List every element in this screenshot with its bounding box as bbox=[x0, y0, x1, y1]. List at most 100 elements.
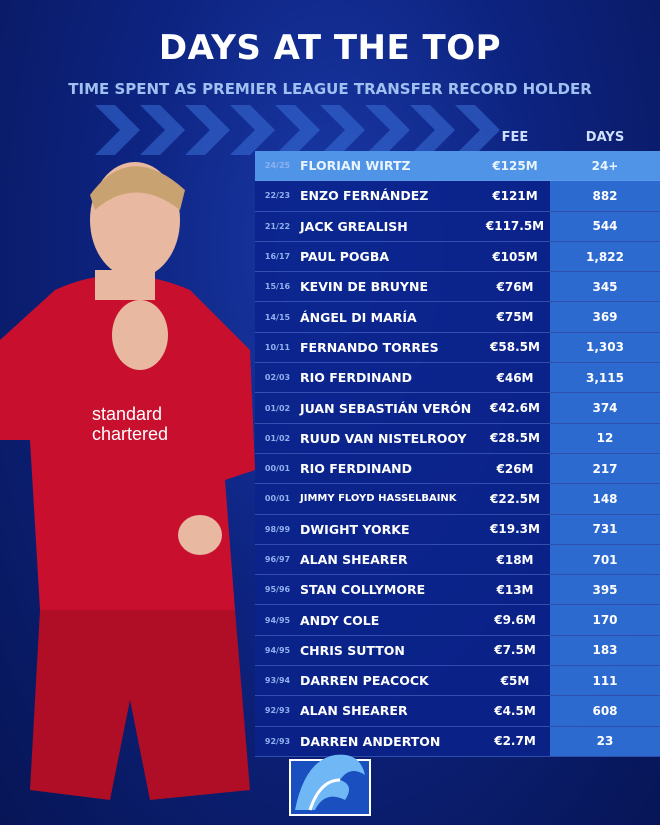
fee-cell: €18M bbox=[496, 552, 534, 567]
fee-cell: €117.5M bbox=[485, 219, 545, 234]
season-cell: 10/11 bbox=[264, 342, 291, 352]
player-name-cell: ENZO FERNÁNDEZ bbox=[300, 188, 429, 204]
fee-cell: €42.6M bbox=[490, 401, 540, 416]
days-cell: 23 bbox=[550, 726, 660, 756]
player-name-cell: DARREN PEACOCK bbox=[300, 673, 429, 689]
days-cell: 111 bbox=[550, 666, 660, 696]
season-cell: 21/22 bbox=[264, 221, 291, 231]
days-cell: 1,303 bbox=[550, 332, 660, 363]
table-row: 21/22 JACK GREALISH €117.5M 544 bbox=[255, 211, 660, 242]
table-row: 16/17 PAUL POGBA €105M 1,822 bbox=[255, 241, 660, 273]
page-title: DAYS AT THE TOP bbox=[158, 28, 502, 68]
table-row: 15/16 KEVIN DE BRUYNE €76M 345 bbox=[255, 272, 660, 303]
column-header-fee: FEE bbox=[501, 130, 529, 145]
fee-cell: €46M bbox=[496, 370, 534, 385]
fee-cell: €28.5M bbox=[490, 431, 540, 446]
player-name-cell: FERNANDO TORRES bbox=[300, 339, 439, 355]
days-cell: 374 bbox=[550, 393, 660, 423]
fee-cell: €19.3M bbox=[490, 522, 540, 537]
season-cell: 15/16 bbox=[264, 282, 291, 292]
sponsor-logo: standard bbox=[92, 404, 162, 424]
fee-cell: €9.6M bbox=[494, 613, 536, 628]
fee-cell: €76M bbox=[496, 279, 534, 294]
table-row: 02/03 RIO FERDINAND €46M 3,115 bbox=[255, 363, 660, 394]
table-row: 22/23 ENZO FERNÁNDEZ €121M 882 bbox=[255, 181, 660, 212]
season-cell: 94/95 bbox=[264, 615, 291, 625]
days-cell: 12 bbox=[550, 423, 660, 453]
table-row: 00/01 RIO FERDINAND €26M 217 bbox=[255, 453, 660, 485]
days-cell: 395 bbox=[550, 575, 660, 605]
player-name-cell: RUUD VAN NISTELROOY bbox=[300, 430, 467, 446]
fee-cell: €13M bbox=[496, 582, 534, 597]
season-cell: 14/15 bbox=[264, 312, 291, 322]
player-name-cell: ÁNGEL DI MARÍA bbox=[300, 309, 417, 325]
column-header-days: DAYS bbox=[585, 130, 625, 145]
player-name-cell: FLORIAN WIRTZ bbox=[300, 158, 411, 174]
days-cell: 544 bbox=[550, 211, 660, 241]
player-name-cell: ALAN SHEARER bbox=[300, 703, 408, 719]
table-row: 01/02 RUUD VAN NISTELROOY €28.5M 12 bbox=[255, 423, 660, 454]
season-cell: 00/01 bbox=[264, 494, 291, 504]
days-cell: 170 bbox=[550, 605, 660, 635]
fee-cell: €22.5M bbox=[490, 491, 540, 506]
table-row: 92/93 ALAN SHEARER €4.5M 608 bbox=[255, 696, 660, 727]
season-cell: 01/02 bbox=[264, 403, 291, 413]
player-name-cell: KEVIN DE BRUYNE bbox=[300, 279, 428, 295]
season-cell: 98/99 bbox=[264, 524, 291, 534]
player-name-cell: JACK GREALISH bbox=[300, 218, 408, 234]
table-row: 94/95 ANDY COLE €9.6M 170 bbox=[255, 605, 660, 636]
days-cell: 882 bbox=[550, 181, 660, 211]
days-cell: 217 bbox=[550, 453, 660, 484]
table-row: 00/01 JIMMY FLOYD HASSELBAINK €22.5M 148 bbox=[255, 484, 660, 515]
season-cell: 92/93 bbox=[264, 706, 291, 716]
page-subtitle: TIME SPENT AS PREMIER LEAGUE TRANSFER RE… bbox=[68, 80, 592, 98]
days-cell: 1,822 bbox=[550, 241, 660, 272]
fee-cell: €5M bbox=[500, 673, 530, 688]
player-name-cell: JUAN SEBASTIÁN VERÓN bbox=[300, 400, 472, 416]
days-cell: 3,115 bbox=[550, 363, 660, 393]
days-cell: 345 bbox=[550, 272, 660, 302]
days-cell: 183 bbox=[550, 635, 660, 666]
player-name-cell: CHRIS SUTTON bbox=[300, 642, 405, 658]
player-name-cell: ALAN SHEARER bbox=[300, 552, 408, 567]
table-row: 98/99 DWIGHT YORKE €19.3M 731 bbox=[255, 514, 660, 545]
season-cell: 94/95 bbox=[264, 645, 291, 655]
player-name-cell: PAUL POGBA bbox=[300, 249, 390, 265]
days-cell: 731 bbox=[550, 514, 660, 544]
chevron-decoration bbox=[95, 105, 500, 155]
fee-cell: €2.7M bbox=[494, 734, 536, 749]
wave-logo bbox=[289, 754, 371, 816]
season-cell: 16/17 bbox=[264, 252, 291, 262]
fee-cell: €125M bbox=[492, 158, 538, 173]
season-cell: 01/02 bbox=[264, 433, 291, 443]
fee-cell: €7.5M bbox=[494, 643, 536, 658]
player-name-cell: DWIGHT YORKE bbox=[300, 521, 410, 537]
season-cell: 93/94 bbox=[264, 676, 291, 686]
transfer-record-table: 24/25 FLORIAN WIRTZ €125M 24+ 22/23 ENZO FERN… bbox=[255, 151, 660, 757]
table-row: 93/94 DARREN PEACOCK €5M 111 bbox=[255, 666, 660, 697]
season-cell: 92/93 bbox=[264, 736, 291, 746]
days-cell: 24+ bbox=[591, 158, 619, 173]
fee-cell: €75M bbox=[496, 310, 534, 325]
season-cell: 22/23 bbox=[264, 191, 291, 201]
season-cell: 24/25 bbox=[264, 161, 291, 171]
season-cell: 00/01 bbox=[264, 464, 291, 474]
days-cell: 148 bbox=[550, 484, 660, 514]
table-row: 92/93 DARREN ANDERTON €2.7M 23 bbox=[255, 726, 660, 757]
player-name-cell: DARREN ANDERTON bbox=[300, 733, 441, 749]
table-row: 95/96 STAN COLLYMORE €13M 395 bbox=[255, 575, 660, 606]
days-cell: 608 bbox=[550, 696, 660, 726]
player-photo: standard chartered bbox=[0, 162, 255, 800]
player-name-cell: STAN COLLYMORE bbox=[300, 582, 426, 598]
fee-cell: €105M bbox=[492, 249, 538, 264]
fee-cell: €4.5M bbox=[494, 703, 536, 718]
table-row: 94/95 CHRIS SUTTON €7.5M 183 bbox=[255, 635, 660, 667]
season-cell: 96/97 bbox=[264, 555, 291, 564]
fee-cell: €58.5M bbox=[490, 340, 540, 355]
season-cell: 02/03 bbox=[264, 373, 291, 383]
table-row: 14/15 ÁNGEL DI MARÍA €75M 369 bbox=[255, 302, 660, 333]
table-row: 10/11 FERNANDO TORRES €58.5M 1,303 bbox=[255, 332, 660, 364]
player-name-cell: ANDY COLE bbox=[300, 612, 380, 628]
fee-cell: €26M bbox=[496, 461, 534, 476]
season-cell: 95/96 bbox=[264, 585, 291, 595]
